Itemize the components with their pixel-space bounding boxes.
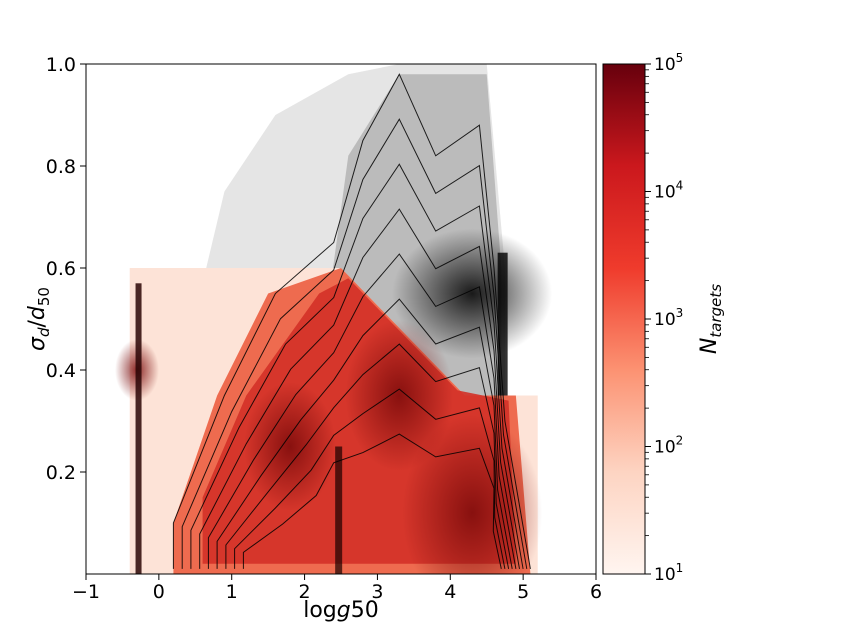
contour-level-5	[207, 253, 517, 569]
colorbar-tick-label: 102	[654, 434, 683, 458]
y-tick-label: 0.8	[46, 156, 76, 178]
x-tick-label: 3	[371, 581, 383, 603]
colorbar	[602, 63, 646, 575]
grey-density-edge	[497, 252, 508, 396]
colorbar-tick-label: 105	[654, 51, 683, 75]
vertical-streak	[135, 283, 142, 574]
contour-level-7	[225, 343, 510, 569]
contour-level-4	[199, 208, 520, 569]
x-axis: −1 0 1 2 3 4 5 6	[72, 574, 602, 603]
y-tick-label: 0.2	[46, 462, 76, 484]
contour-level-9	[242, 433, 502, 570]
contour-level-3	[190, 163, 524, 569]
y-tick-label: 0.6	[46, 258, 76, 280]
x-tick-label: 2	[299, 581, 311, 603]
grey-density-peak	[392, 228, 553, 359]
colorbar-tick-label: 101	[654, 561, 683, 585]
contour-level-1	[172, 73, 531, 569]
x-tick-label: 4	[444, 581, 456, 603]
contour-level-8	[234, 388, 506, 569]
x-tick-label: 1	[226, 581, 238, 603]
colorbar-tick-label: 104	[654, 179, 683, 203]
y-tick-label: 1.0	[46, 54, 76, 76]
x-axis-label: logg50	[303, 598, 379, 623]
y-axis: 0.2 0.4 0.6 0.8 1.0	[46, 54, 86, 484]
x-tick-label: 5	[517, 581, 529, 603]
x-tick-label: 0	[153, 581, 165, 603]
clump-streak	[335, 446, 343, 574]
contour-lines	[172, 73, 531, 570]
plot-frame	[85, 63, 597, 575]
y-axis-label: σd/d50	[25, 287, 53, 351]
contour-level-2	[181, 118, 528, 569]
plot-area	[115, 64, 553, 574]
density-peak-0	[244, 382, 336, 511]
density-peak-1	[345, 319, 454, 472]
colorbar-tick-label: 103	[654, 306, 683, 330]
contour-level-6	[216, 298, 513, 569]
x-tick-label: −1	[72, 581, 100, 603]
colorbar-label: Ntargets	[697, 284, 725, 354]
colorbar-ticks: 101 102 103 104 105	[645, 51, 683, 585]
y-tick-label: 0.4	[46, 360, 76, 382]
x-tick-label: 6	[590, 581, 602, 603]
